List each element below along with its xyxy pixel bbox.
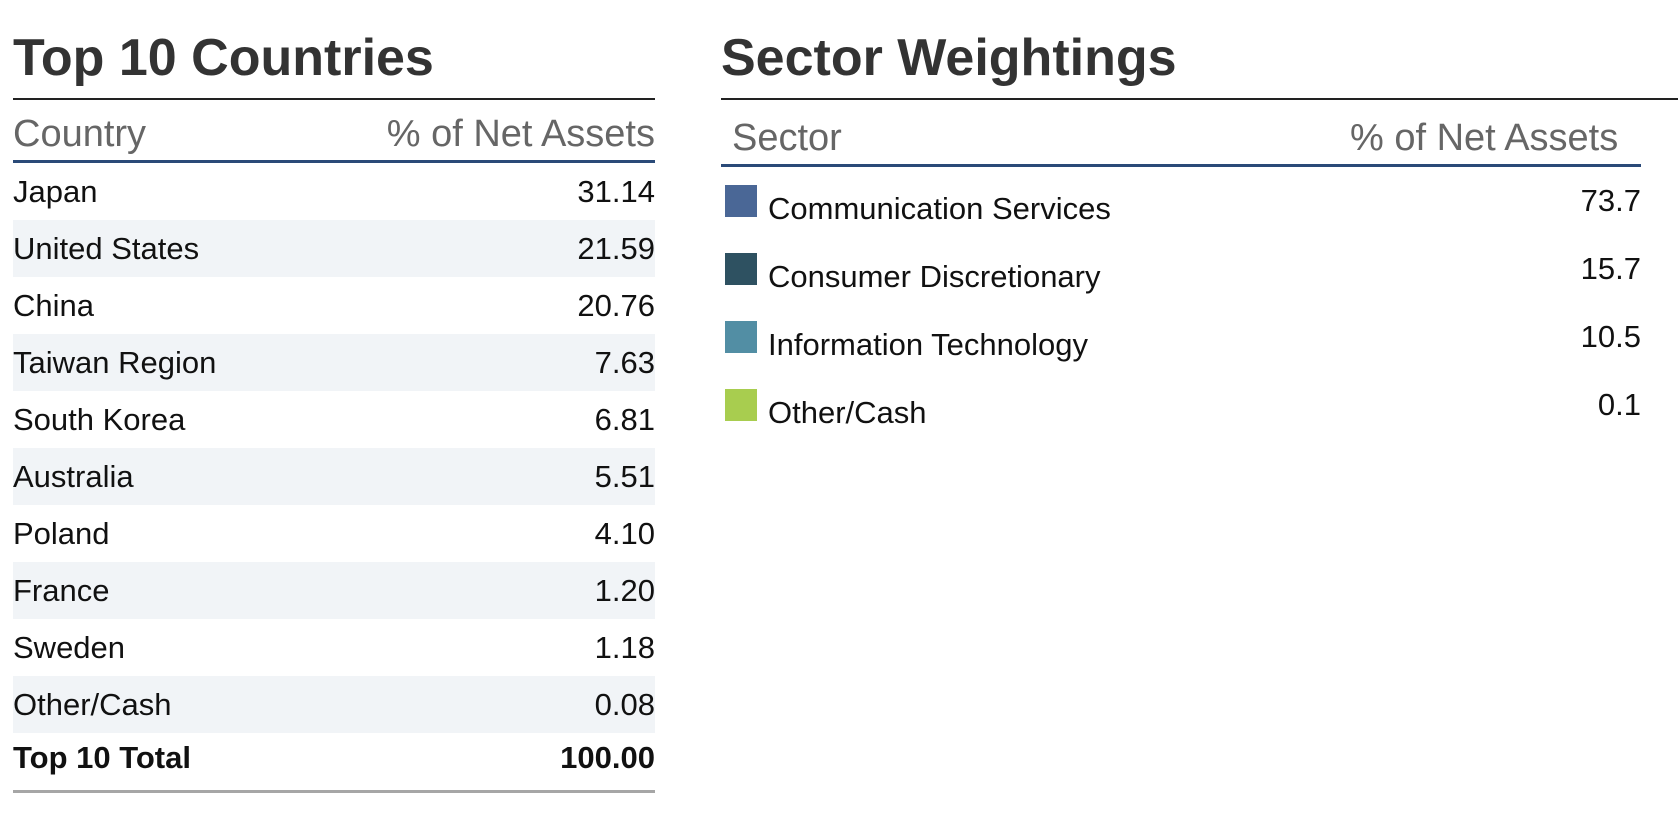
sector-value: 15.7 [1580,251,1641,286]
country-name: France [13,573,110,608]
table-row: South Korea 6.81 [13,391,655,448]
sectors-col-pct: % of Net Assets [1350,117,1619,159]
sector-value: 10.5 [1580,319,1641,354]
list-item: Communication Services 73.7 [721,185,1641,229]
list-item: Other/Cash 0.1 [721,389,1641,433]
table-row: Japan 31.14 [13,163,655,220]
sectors-col-sector: Sector [732,117,842,159]
table-row: China 20.76 [13,277,655,334]
list-item: Information Technology 10.5 [721,321,1641,365]
sector-name: Consumer Discretionary [768,259,1101,294]
country-value: 31.14 [577,174,655,209]
countries-total-value: 100.00 [560,740,655,775]
country-value: 7.63 [594,345,655,380]
country-value: 21.59 [577,231,655,266]
sector-value: 0.1 [1597,387,1641,422]
countries-table-body: Japan 31.14 United States 21.59 China 20… [13,163,655,733]
legend-swatch [725,185,757,217]
countries-total-rule [13,790,655,793]
country-value: 0.08 [594,687,655,722]
sector-name: Communication Services [768,191,1111,226]
sector-value: 73.7 [1580,183,1641,218]
sector-name: Information Technology [768,327,1088,362]
country-value: 1.18 [594,630,655,665]
countries-title-rule [13,98,655,100]
country-name: United States [13,231,200,266]
country-name: Japan [13,174,98,209]
country-value: 20.76 [577,288,655,323]
countries-col-pct: % of Net Assets [386,113,655,155]
table-row: Taiwan Region 7.63 [13,334,655,391]
table-row: Poland 4.10 [13,505,655,562]
table-row: Australia 5.51 [13,448,655,505]
country-name: Australia [13,459,134,494]
country-name: Other/Cash [13,687,172,722]
country-name: China [13,288,94,323]
country-value: 5.51 [594,459,655,494]
table-row: France 1.20 [13,562,655,619]
legend-swatch [725,321,757,353]
table-row: Sweden 1.18 [13,619,655,676]
country-name: Taiwan Region [13,345,217,380]
sector-name: Other/Cash [768,395,927,430]
country-value: 4.10 [594,516,655,551]
sectors-header-rule [721,164,1641,167]
sectors-title: Sector Weightings [721,29,1177,87]
table-row: Other/Cash 0.08 [13,676,655,733]
legend-swatch [725,253,757,285]
country-name: Poland [13,516,110,551]
countries-title: Top 10 Countries [13,29,434,87]
country-value: 1.20 [594,573,655,608]
countries-total-label: Top 10 Total [13,740,191,775]
list-item: Consumer Discretionary 15.7 [721,253,1641,297]
table-row: United States 21.59 [13,220,655,277]
countries-col-country: Country [13,113,147,155]
country-name: South Korea [13,402,186,437]
legend-swatch [725,389,757,421]
countries-header-rule [13,160,655,163]
country-value: 6.81 [594,402,655,437]
country-name: Sweden [13,630,126,665]
sectors-title-rule [721,98,1678,100]
